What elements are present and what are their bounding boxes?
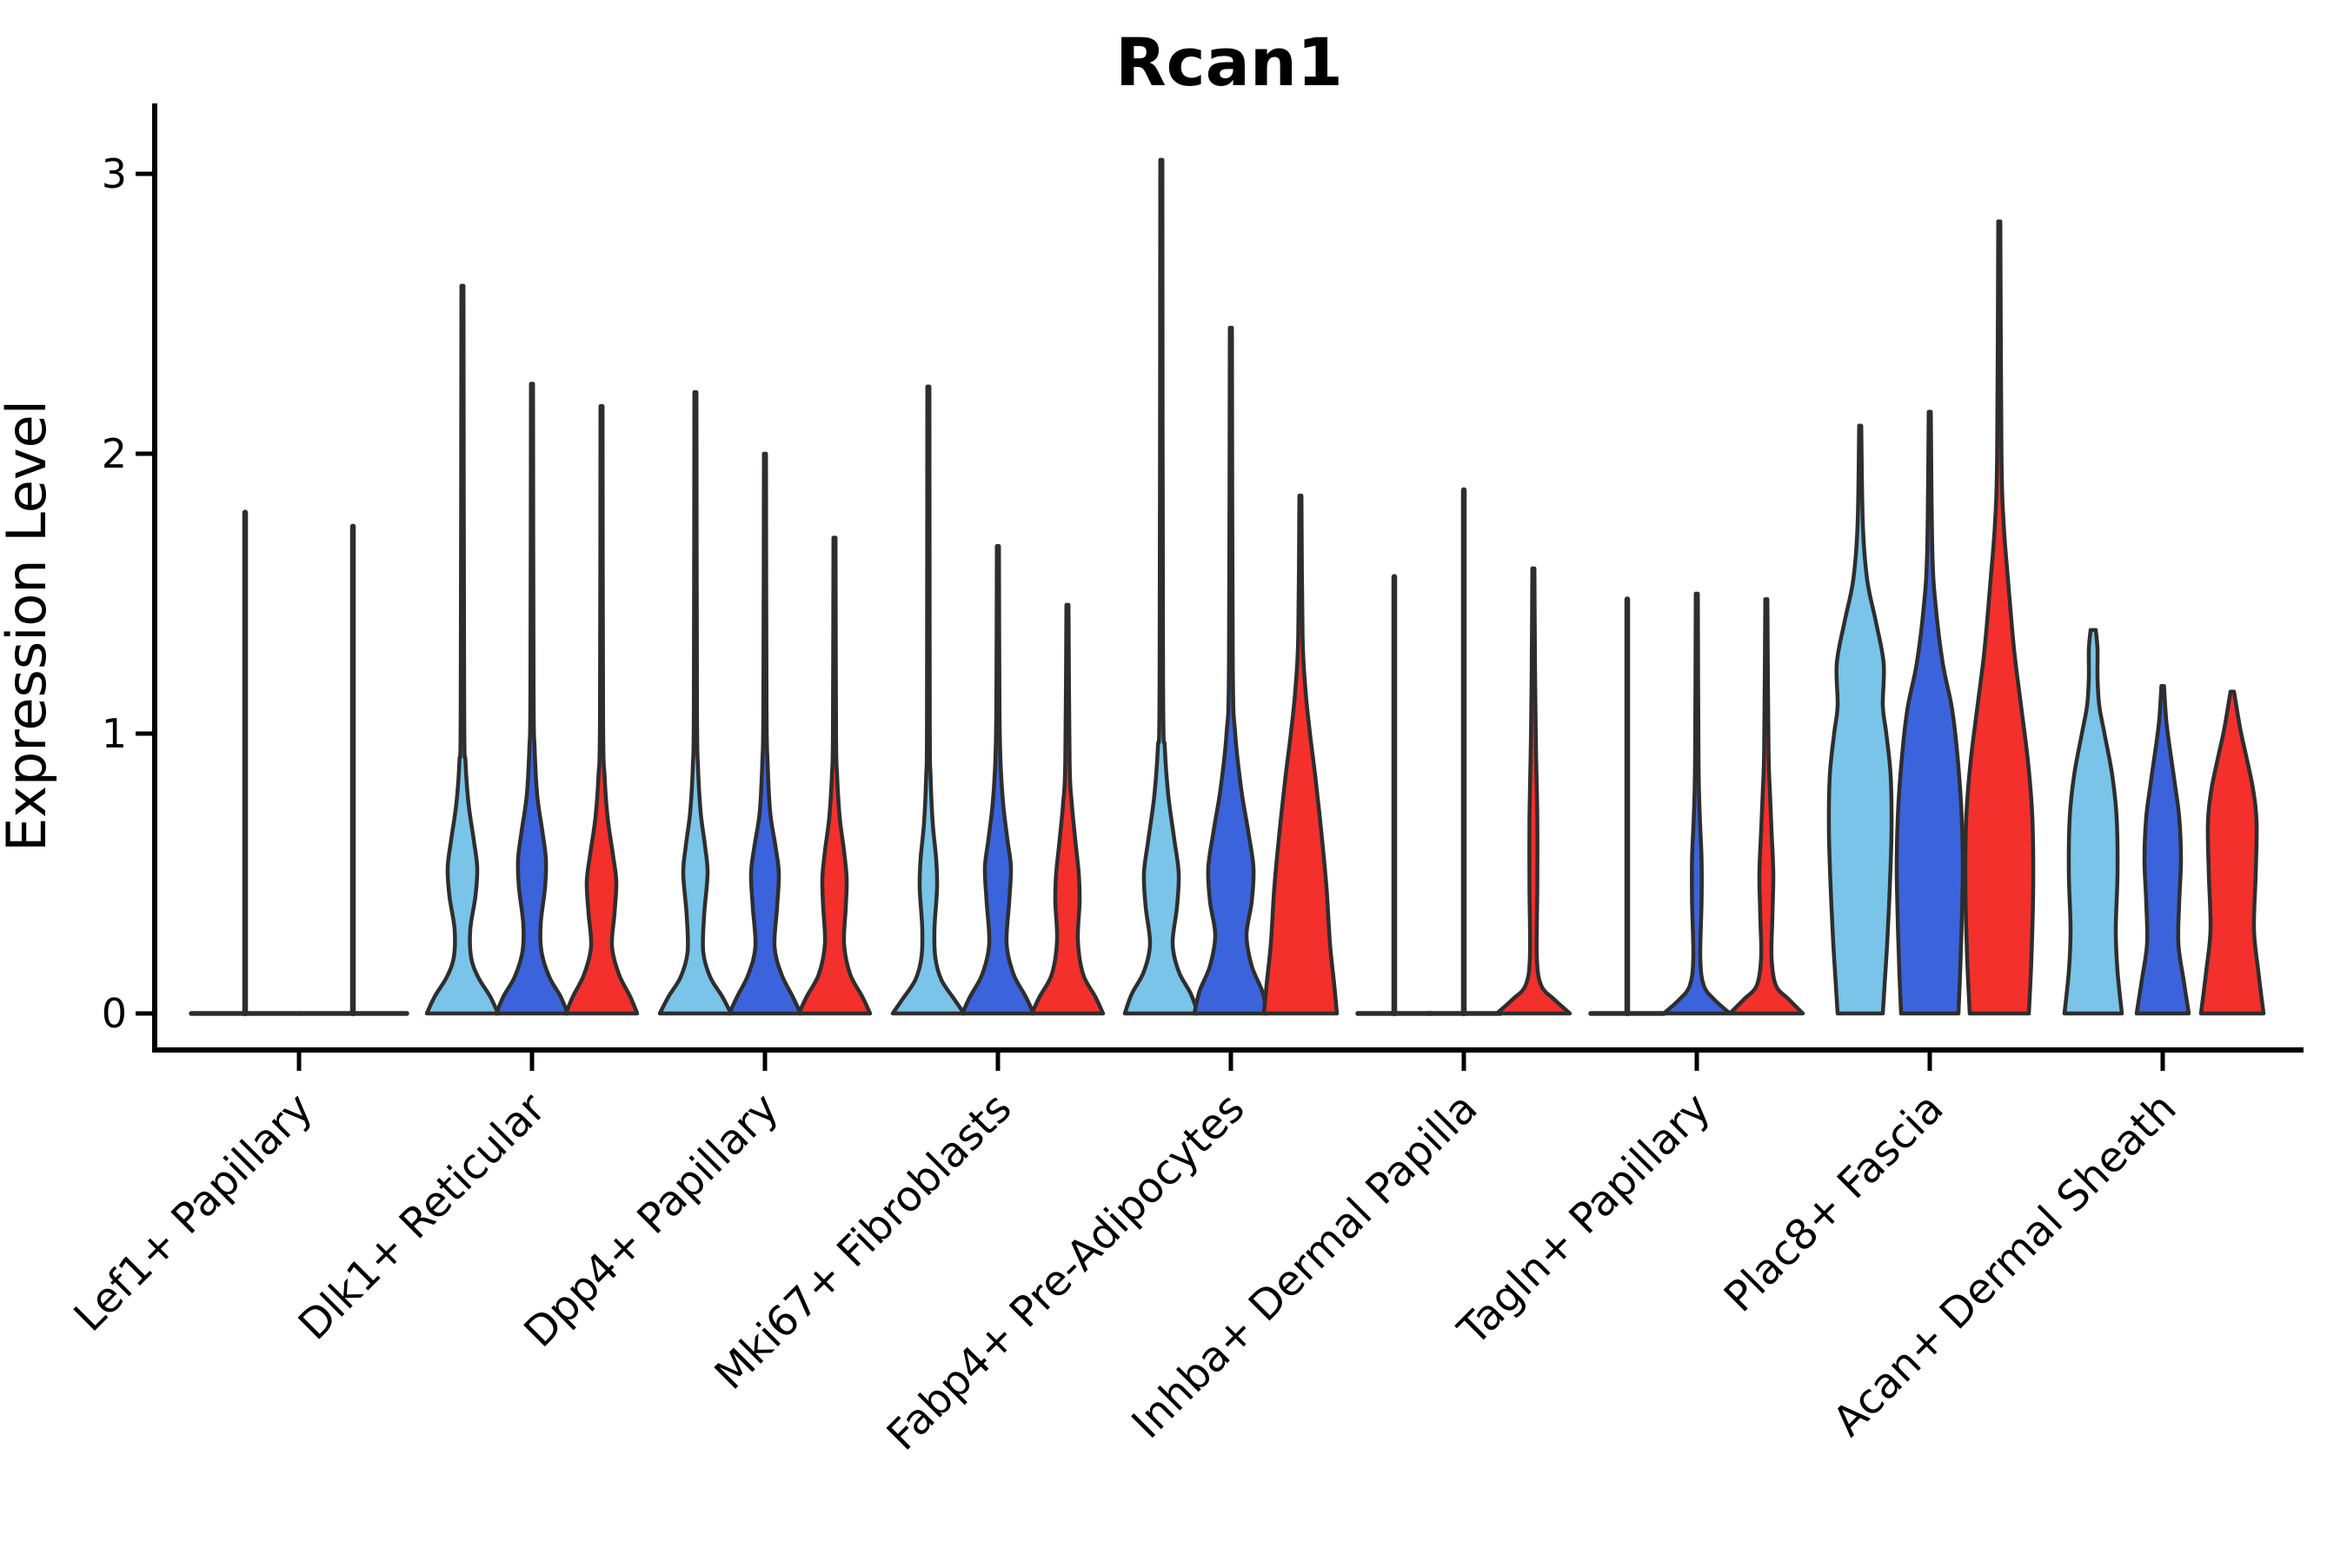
y-tick-label: 2 <box>102 430 127 477</box>
violin <box>960 544 1036 1016</box>
y-tick-label: 0 <box>102 990 127 1037</box>
y-axis-label: Expression Level <box>0 400 58 852</box>
violin <box>727 451 803 1016</box>
x-tick-label: Dpp4+ Papillary <box>515 1084 788 1357</box>
violin <box>1261 494 1340 1016</box>
y-tick-label: 3 <box>102 150 127 197</box>
violin <box>890 384 967 1016</box>
violin <box>2062 628 2124 1016</box>
violin <box>1727 597 1805 1016</box>
x-tick-label: Lef1+ Papillary <box>65 1084 322 1341</box>
violin <box>1029 602 1106 1016</box>
y-tick-label: 1 <box>102 710 127 757</box>
violin <box>1494 566 1572 1016</box>
violin <box>1826 423 1894 1016</box>
violin <box>657 389 734 1016</box>
violin <box>1963 219 2036 1016</box>
violin <box>1122 157 1200 1016</box>
violin <box>563 404 640 1016</box>
violin <box>424 283 501 1016</box>
violins <box>189 157 2266 1017</box>
violin <box>1661 591 1732 1016</box>
plot-title: Rcan1 <box>1115 23 1343 101</box>
x-tick-label: Dlk1+ Reticular <box>289 1084 555 1350</box>
violin <box>796 535 873 1016</box>
x-tick-label: Tagln+ Papillary <box>1448 1084 1719 1355</box>
violin <box>1192 325 1270 1016</box>
violin <box>2134 684 2191 1016</box>
violin <box>2198 689 2266 1016</box>
violin <box>494 382 570 1016</box>
x-tick-label: Plac8+ Fascia <box>1715 1084 1953 1322</box>
violin <box>1894 409 1965 1016</box>
